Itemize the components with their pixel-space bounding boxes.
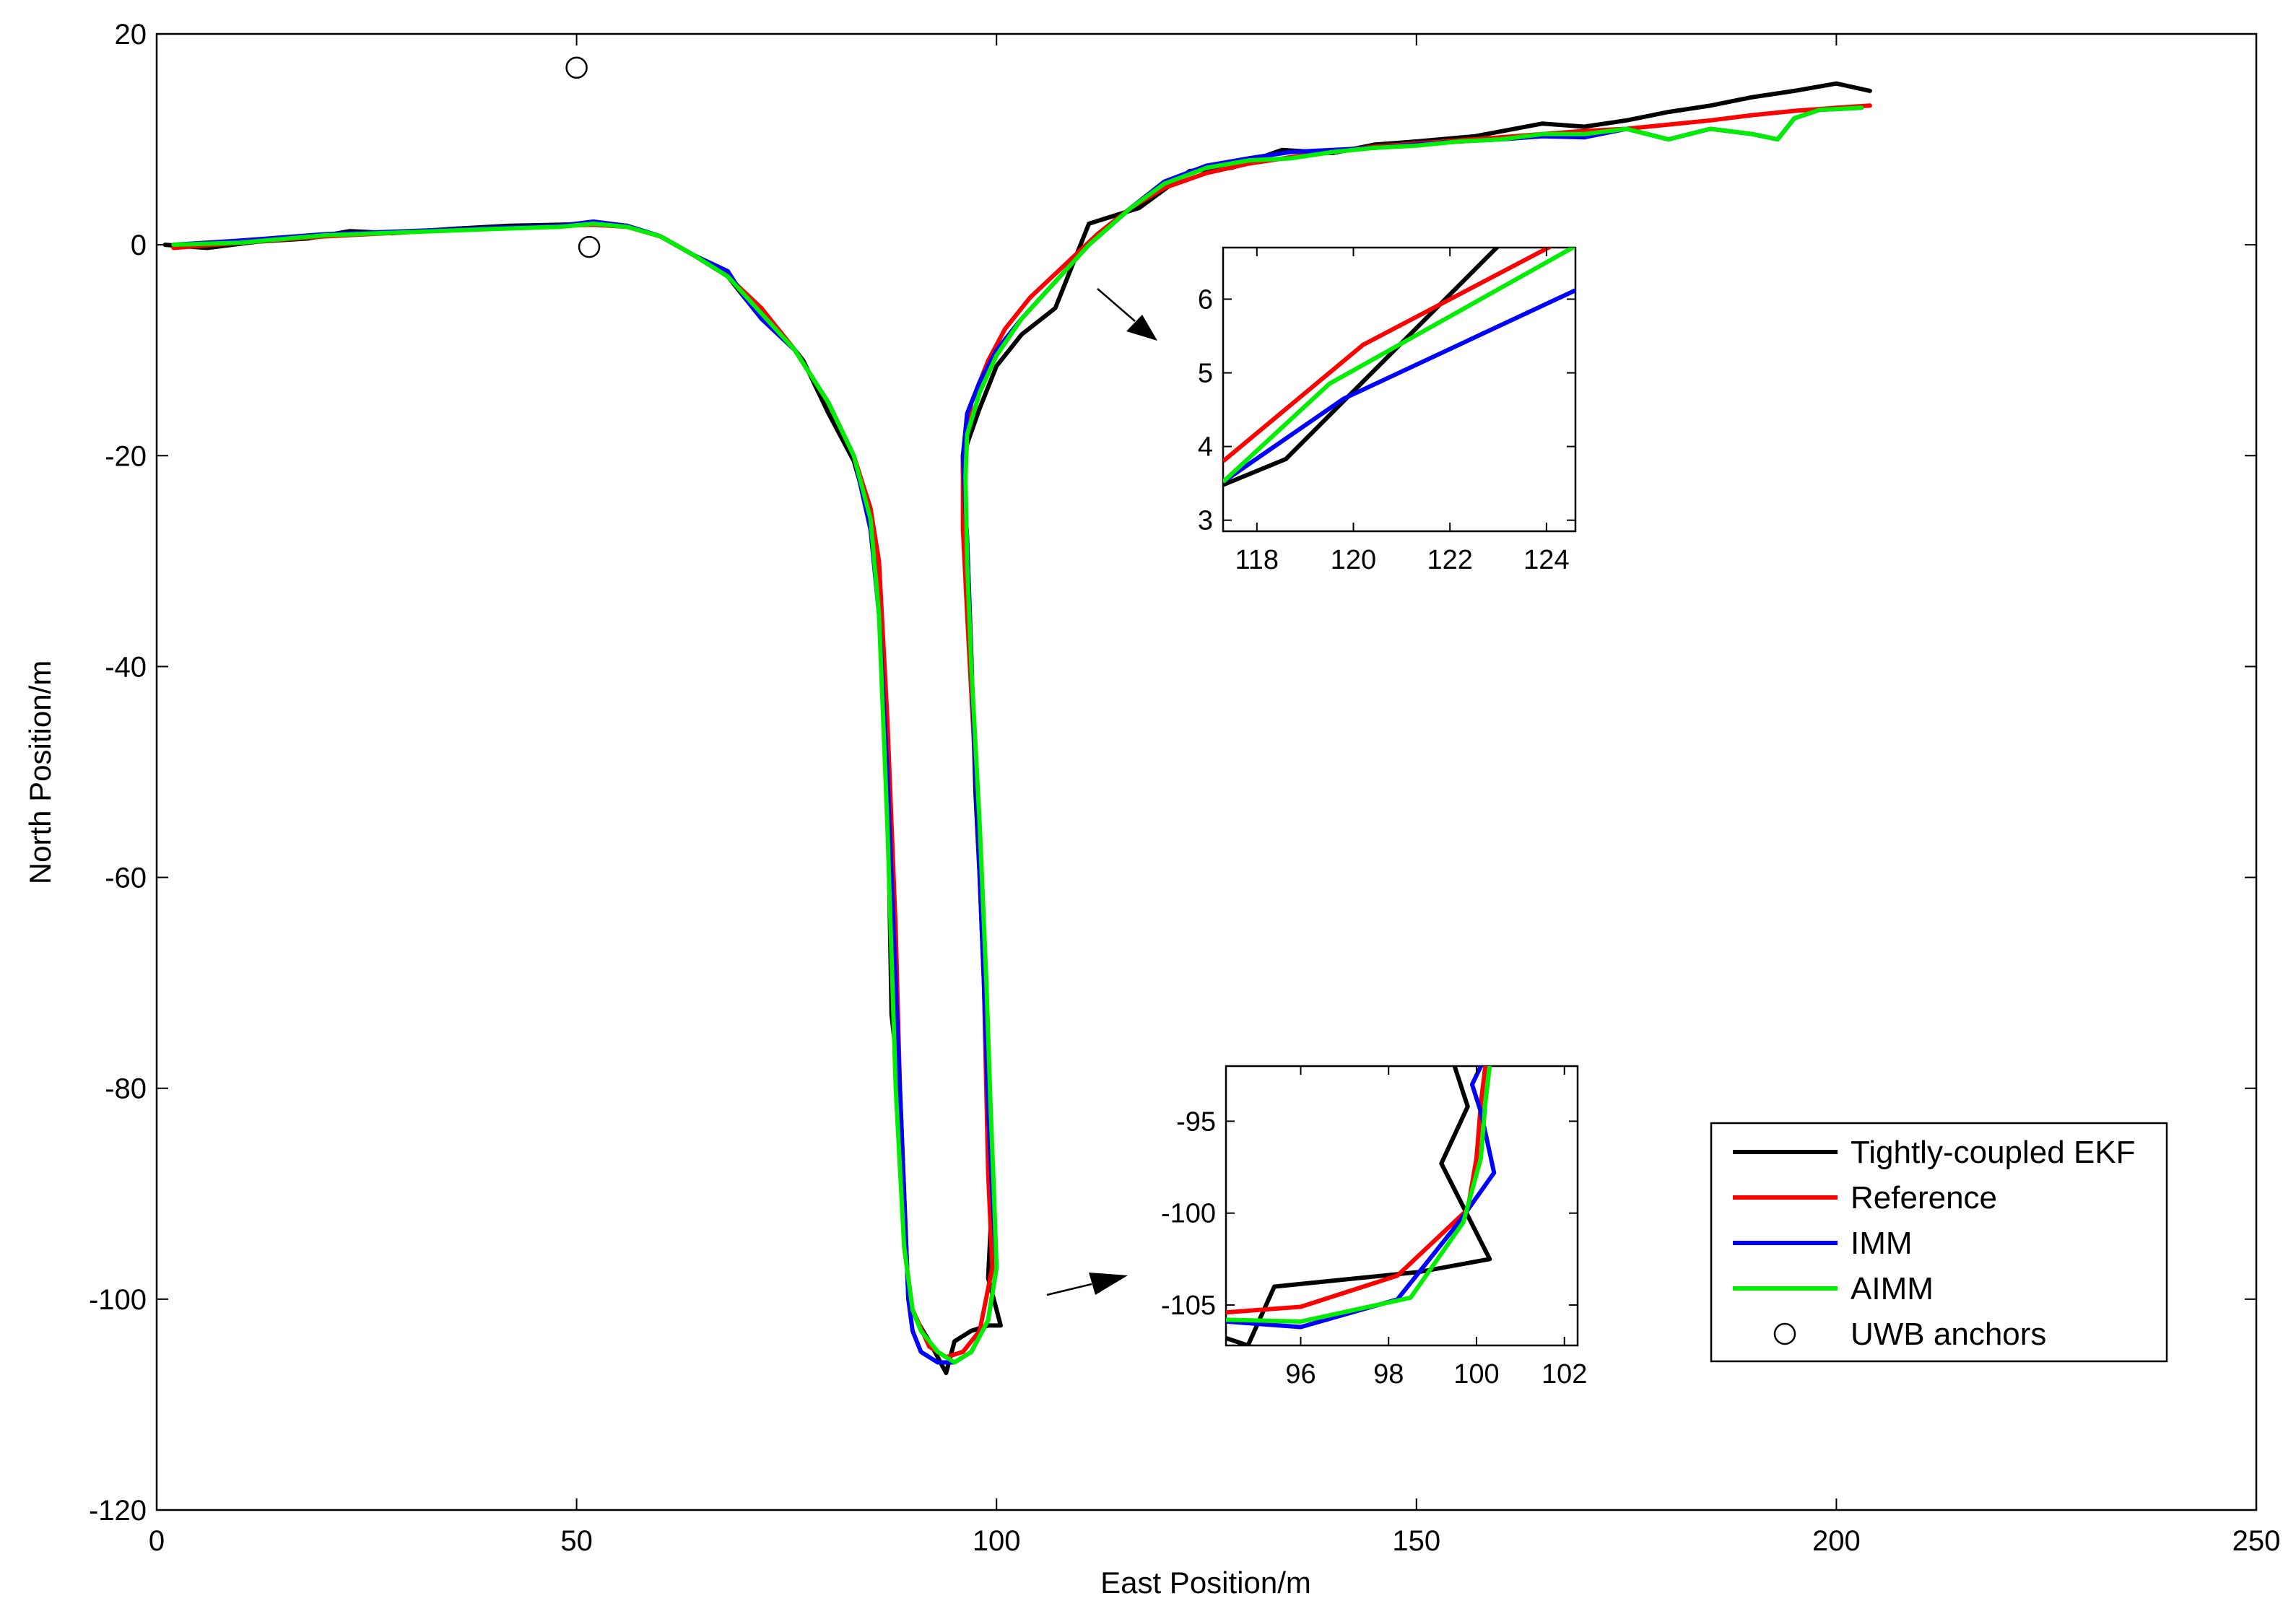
inset-lower-line-tightly-coupled-ekf	[1226, 1066, 1492, 1345]
legend-label-ekf: Tightly-coupled EKF	[1851, 1135, 2136, 1170]
inset-x-tick-label: 98	[1373, 1359, 1404, 1389]
inset-y-tick-label: 3	[1198, 506, 1213, 536]
y-tick-label: -120	[89, 1495, 147, 1527]
inset-x-tick-label: 122	[1427, 545, 1472, 575]
inset-lower-line-aimm	[1226, 1066, 1492, 1324]
x-tick-label: 150	[1392, 1525, 1440, 1557]
x-tick-label: 50	[560, 1525, 593, 1557]
legend-label-reference: Reference	[1851, 1180, 1997, 1216]
zoom-arrow-lower	[1046, 1273, 1128, 1296]
x-tick-label: 0	[149, 1525, 165, 1557]
inset-lower-series-group	[1226, 1066, 1497, 1345]
legend-label-uwb-anchors: UWB anchors	[1851, 1317, 2046, 1352]
inset-lower-line-imm	[1226, 1066, 1497, 1330]
zoom-arrow-upper	[1097, 288, 1157, 341]
x-tick-label: 100	[973, 1525, 1021, 1557]
inset-upper-plot-area	[1222, 246, 1577, 533]
inset-y-tick-label: 5	[1198, 359, 1213, 389]
legend-marker-uwb-anchors	[1773, 1322, 1796, 1345]
y-tick-label: -60	[105, 863, 147, 894]
y-tick-label: -40	[105, 651, 147, 683]
x-tick-label: 250	[2232, 1525, 2281, 1557]
y-tick-label: -20	[105, 440, 147, 472]
legend: Tightly-coupled EKF Reference IMM AIMM U…	[1710, 1122, 2168, 1363]
y-tick-label: 20	[115, 19, 147, 51]
inset-x-tick-label: 96	[1285, 1359, 1316, 1389]
y-tick-label: -100	[89, 1284, 147, 1316]
inset-y-tick-label: -95	[1176, 1107, 1216, 1137]
main-series-group	[162, 56, 1872, 1376]
inset-x-tick-label: 124	[1523, 545, 1569, 575]
legend-label-imm: IMM	[1851, 1226, 1913, 1261]
x-axis-label: East Position/m	[1100, 1566, 1311, 1600]
inset-x-tick-label: 118	[1235, 545, 1279, 575]
inset-y-tick-label: 6	[1198, 284, 1213, 315]
series-line-aimm	[171, 105, 1864, 1365]
inset-upper-line-imm	[1223, 288, 1575, 484]
x-tick-label: 200	[1812, 1525, 1861, 1557]
inset-upper-line-reference	[1223, 248, 1552, 463]
inset-x-tick-label: 100	[1453, 1359, 1499, 1389]
inset-lower-plot-area	[1225, 1065, 1579, 1347]
inset-upper-axis-ticks: 118 120 122 124 3 4 5 6	[1198, 248, 1575, 575]
y-axis-label: North Position/m	[23, 660, 57, 884]
inset-x-tick-label: 120	[1331, 545, 1376, 575]
uwb-anchor-marker	[565, 56, 588, 79]
inset-upper-line-tightly-coupled-ekf	[1223, 248, 1500, 487]
legend-label-aimm: AIMM	[1851, 1271, 1934, 1306]
inset-y-tick-label: -105	[1161, 1291, 1216, 1321]
main-axis-ticks: 0 50 100 150 200 250 -120 -100 -80 -60 -40 -20 0 20	[89, 19, 2280, 1557]
y-tick-label: 0	[131, 230, 147, 261]
inset-lower-axis-ticks: 96 98 100 102 -105 -100 -95	[1161, 1066, 1587, 1389]
inset-upper-line-aimm	[1223, 248, 1575, 484]
inset-x-tick-label: 102	[1541, 1359, 1587, 1389]
inset-y-tick-label: 4	[1198, 432, 1213, 463]
inset-y-tick-label: -100	[1161, 1199, 1216, 1229]
inset-upper-series-group	[1223, 248, 1575, 487]
uwb-anchor-marker	[578, 235, 601, 258]
y-tick-label: -80	[105, 1073, 147, 1105]
